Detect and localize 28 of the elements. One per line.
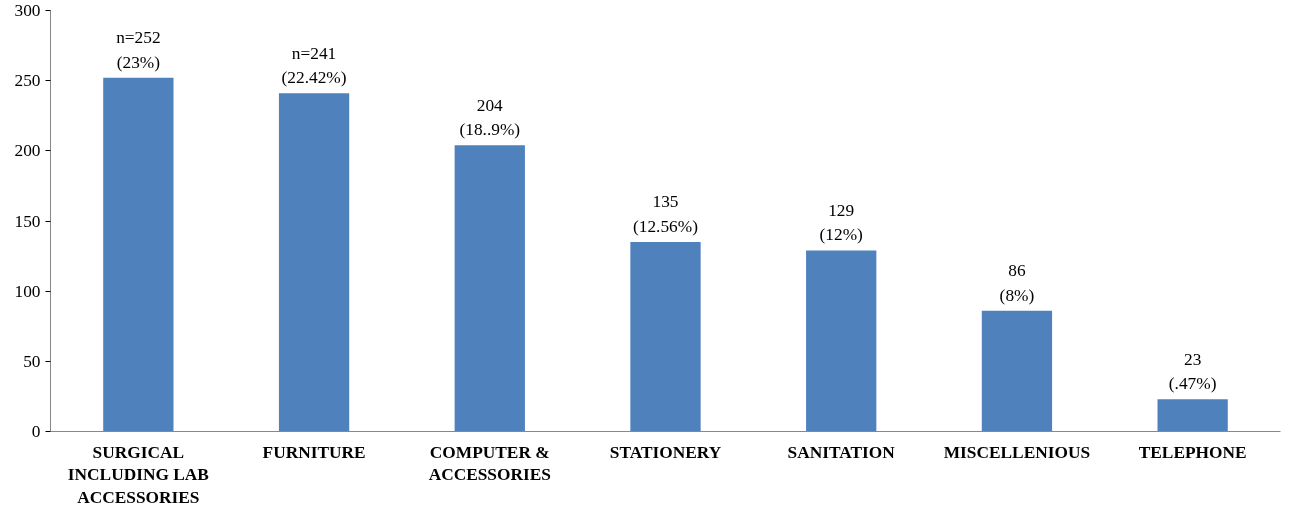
y-tick-label: 0	[31, 422, 41, 441]
x-tick-label: TELEPHONE	[1138, 442, 1247, 462]
data-label: 135 (12.56%)	[633, 192, 699, 237]
data-label: 23 (.47%)	[1168, 349, 1217, 394]
data-label: 86 (8%)	[999, 261, 1035, 305]
x-tick-label: STATIONERY	[609, 442, 722, 462]
x-tick-label: SURGICAL INCLUDING LAB ACCESSORIES	[67, 442, 210, 508]
data-label: n=241 (22.42%)	[281, 43, 347, 88]
data-label: 129 (12%)	[819, 200, 864, 245]
bar	[981, 310, 1053, 432]
y-tick-label: 100	[14, 281, 41, 301]
y-tick-label: 200	[14, 141, 41, 161]
bar	[278, 93, 350, 432]
x-tick-label: FURNITURE	[262, 442, 366, 462]
x-tick-label: COMPUTER & ACCESSORIES	[428, 442, 551, 485]
bar	[103, 77, 174, 432]
y-tick-label: 300	[14, 1, 41, 20]
x-tick-label: SANITATION	[787, 442, 896, 462]
bar	[806, 250, 877, 432]
bar	[630, 242, 701, 432]
data-label: 204 (18..9%)	[459, 95, 521, 140]
y-tick-label: 50	[23, 351, 41, 371]
bar	[1157, 399, 1228, 432]
data-label: n=252 (23%)	[116, 28, 161, 72]
y-tick-label: 250	[14, 71, 41, 91]
x-tick-label: MISCELLENIOUS	[943, 442, 1091, 462]
bar	[454, 145, 525, 432]
y-tick-label: 150	[14, 211, 41, 231]
